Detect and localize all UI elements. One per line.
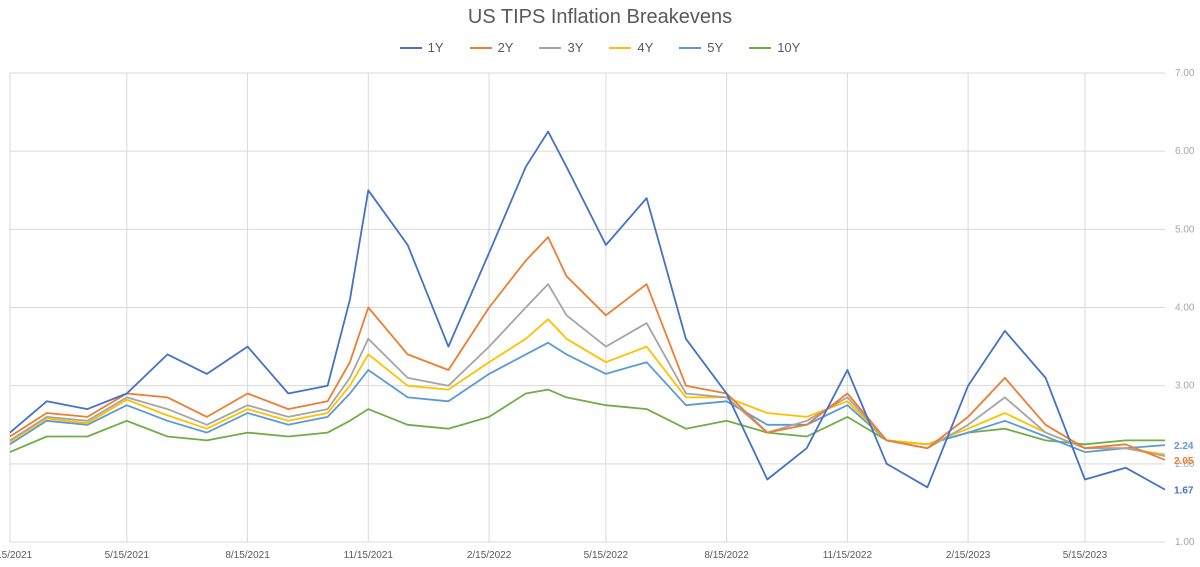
y-tick-label: 3.00 (1175, 381, 1195, 392)
legend-label: 10Y (777, 40, 801, 55)
y-tick-label: 7.00 (1175, 68, 1195, 79)
legend: 1Y 2Y 3Y 4Y 5Y 10Y (0, 40, 1200, 55)
x-tick-label: 8/15/2022 (704, 550, 749, 561)
legend-label: 2Y (497, 40, 514, 55)
legend-swatch (609, 46, 632, 49)
x-tick-label: 2/15/2022 (467, 550, 512, 561)
end-value-label-1y: 1.67 (1174, 486, 1194, 497)
x-tick-label: 8/15/2021 (225, 550, 270, 561)
legend-item-5y[interactable]: 5Y (679, 40, 723, 55)
legend-label: 4Y (637, 40, 654, 55)
legend-swatch (539, 46, 562, 49)
series-line-5y (9, 341, 1166, 454)
legend-item-2y[interactable]: 2Y (469, 40, 514, 55)
series-line-1y (9, 130, 1166, 491)
y-tick-label: 5.00 (1175, 224, 1195, 235)
end-value-label-2y: 2.05 (1174, 456, 1194, 467)
legend-item-3y[interactable]: 3Y (539, 40, 583, 55)
legend-item-10y[interactable]: 10Y (749, 40, 800, 55)
chart-title: US TIPS Inflation Breakevens (467, 6, 733, 28)
y-tick-label: 4.00 (1175, 303, 1195, 314)
y-tick-label: 1.00 (1175, 537, 1195, 548)
legend-label: 5Y (707, 40, 724, 55)
x-tick-label: 2/15/2021 (0, 550, 33, 561)
series-line-3y (9, 283, 1166, 457)
legend-item-1y[interactable]: 1Y (399, 40, 444, 55)
y-tick-label: 2.00 (1175, 459, 1195, 470)
legend-swatch (749, 46, 772, 49)
y-tick-label: 6.00 (1175, 146, 1195, 157)
series-line-4y (9, 318, 1166, 456)
legend-item-4y[interactable]: 4Y (609, 40, 653, 55)
series-line-2y (9, 236, 1166, 461)
legend-swatch (399, 46, 422, 49)
x-tick-label: 11/15/2021 (344, 550, 394, 561)
legend-swatch (679, 46, 702, 49)
x-tick-label: 5/15/2021 (105, 550, 150, 561)
x-tick-label: 2/15/2023 (946, 550, 991, 561)
x-tick-label: 5/15/2022 (584, 550, 629, 561)
x-tick-label: 11/15/2022 (823, 550, 873, 561)
x-tick-label: 5/15/2023 (1063, 550, 1108, 561)
end-value-label-5y: 2.24 (1174, 441, 1194, 452)
legend-swatch (469, 46, 492, 49)
legend-label: 3Y (567, 40, 584, 55)
legend-label: 1Y (427, 40, 444, 55)
